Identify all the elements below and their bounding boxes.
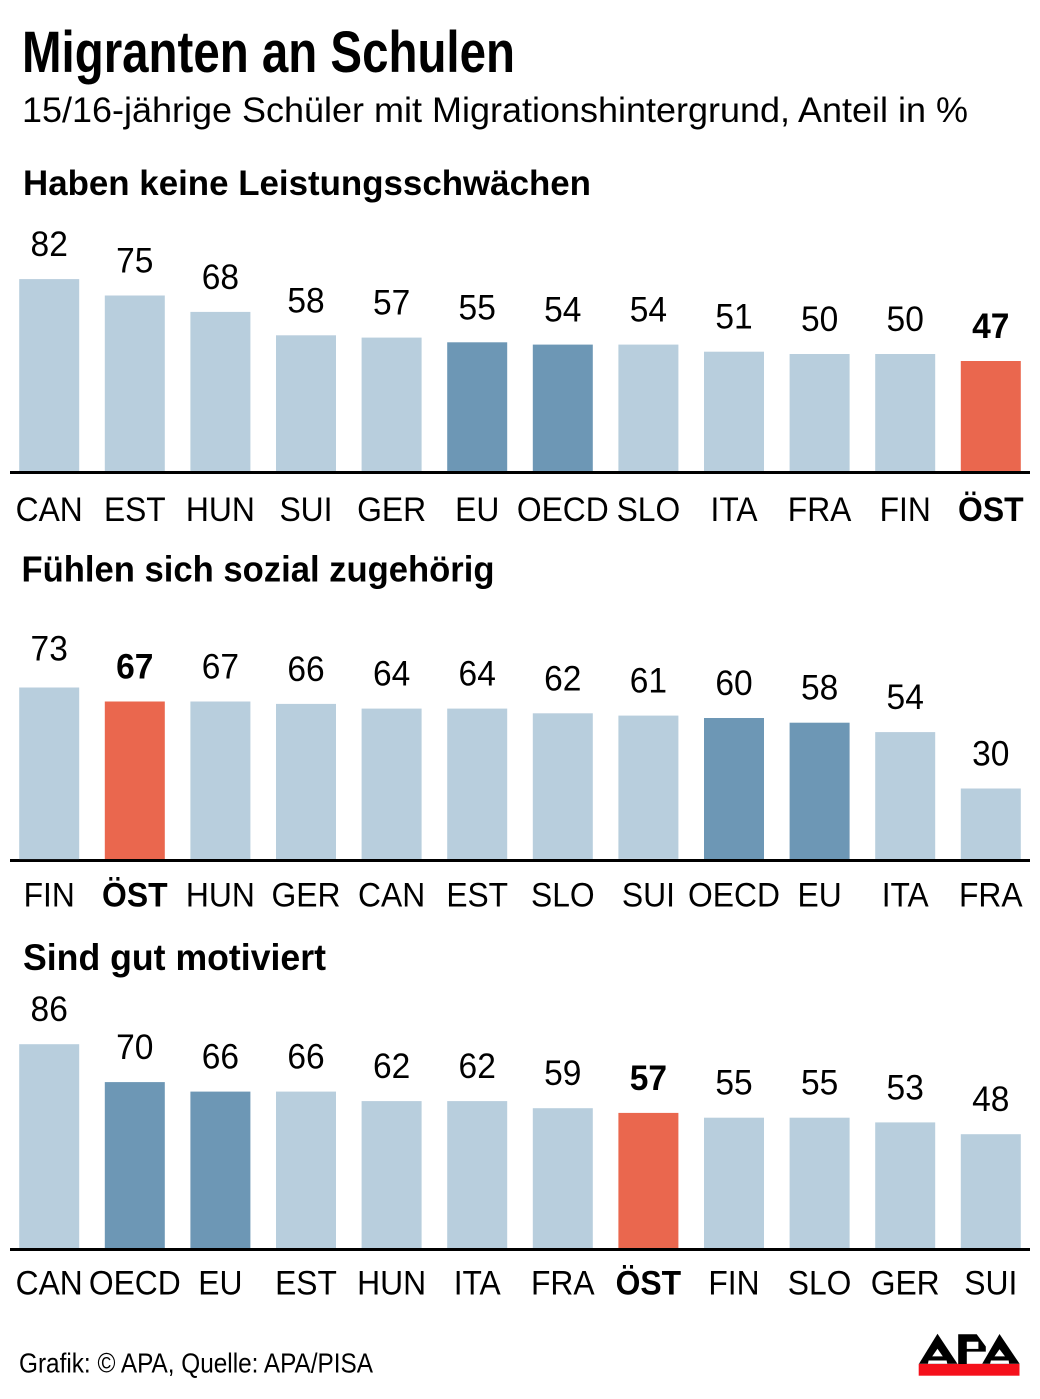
svg-text:EST: EST: [446, 877, 508, 915]
svg-text:EU: EU: [798, 877, 842, 915]
svg-text:EST: EST: [104, 491, 166, 529]
svg-text:CAN: CAN: [16, 1265, 83, 1303]
svg-text:Migranten an Schulen: Migranten an Schulen: [22, 20, 515, 85]
svg-text:ITA: ITA: [711, 491, 758, 529]
svg-text:68: 68: [202, 258, 239, 297]
svg-text:SLO: SLO: [788, 1265, 852, 1303]
svg-text:57: 57: [630, 1059, 667, 1098]
svg-text:SUI: SUI: [964, 1265, 1017, 1303]
svg-text:86: 86: [31, 990, 68, 1029]
svg-text:GER: GER: [871, 1265, 940, 1303]
svg-text:FRA: FRA: [788, 491, 852, 529]
svg-text:EU: EU: [455, 491, 499, 529]
svg-text:SLO: SLO: [531, 877, 595, 915]
svg-text:CAN: CAN: [16, 491, 83, 529]
svg-text:SUI: SUI: [622, 877, 675, 915]
svg-text:75: 75: [116, 242, 153, 281]
svg-text:15/16-jährige Schüler mit Migr: 15/16-jährige Schüler mit Migrationshint…: [22, 91, 968, 130]
svg-text:66: 66: [202, 1038, 239, 1077]
svg-text:60: 60: [715, 664, 752, 703]
svg-text:SUI: SUI: [279, 491, 332, 529]
svg-text:OECD: OECD: [517, 491, 609, 529]
svg-text:82: 82: [31, 225, 68, 264]
svg-text:54: 54: [887, 678, 924, 717]
svg-text:HUN: HUN: [186, 491, 255, 529]
svg-text:FIN: FIN: [24, 877, 75, 915]
svg-text:62: 62: [544, 659, 581, 698]
svg-text:50: 50: [801, 300, 838, 339]
svg-text:57: 57: [373, 284, 410, 323]
svg-text:48: 48: [972, 1080, 1009, 1119]
svg-text:70: 70: [116, 1028, 153, 1067]
svg-text:SLO: SLO: [617, 491, 681, 529]
svg-text:ÖST: ÖST: [958, 491, 1024, 529]
svg-text:54: 54: [630, 291, 667, 330]
svg-text:HUN: HUN: [186, 877, 255, 915]
svg-text:51: 51: [715, 298, 752, 337]
svg-text:Sind gut motiviert: Sind gut motiviert: [23, 937, 326, 978]
svg-text:GER: GER: [357, 491, 426, 529]
svg-text:67: 67: [116, 648, 153, 687]
svg-text:62: 62: [373, 1047, 410, 1086]
svg-text:62: 62: [459, 1047, 496, 1086]
svg-text:64: 64: [459, 655, 496, 694]
svg-text:FIN: FIN: [880, 491, 931, 529]
svg-text:54: 54: [544, 291, 581, 330]
svg-text:ÖST: ÖST: [102, 877, 168, 915]
svg-text:FRA: FRA: [531, 1265, 595, 1303]
svg-text:64: 64: [373, 655, 410, 694]
svg-text:Grafik: © APA, Quelle: APA/PIS: Grafik: © APA, Quelle: APA/PISA: [19, 1348, 373, 1379]
svg-text:55: 55: [715, 1064, 752, 1103]
svg-text:ÖST: ÖST: [616, 1265, 682, 1303]
svg-text:58: 58: [287, 281, 324, 320]
svg-text:67: 67: [202, 648, 239, 687]
svg-text:66: 66: [287, 650, 324, 689]
svg-text:73: 73: [31, 630, 68, 669]
svg-text:Haben keine Leistungsschwächen: Haben keine Leistungsschwächen: [23, 163, 591, 203]
svg-text:47: 47: [972, 307, 1009, 346]
svg-text:Fühlen sich sozial zugehörig: Fühlen sich sozial zugehörig: [22, 548, 495, 589]
svg-text:55: 55: [459, 288, 496, 327]
svg-text:30: 30: [972, 735, 1009, 774]
svg-text:50: 50: [887, 300, 924, 339]
svg-text:GER: GER: [272, 877, 341, 915]
svg-text:55: 55: [801, 1064, 838, 1103]
svg-text:OECD: OECD: [688, 877, 780, 915]
svg-text:FIN: FIN: [708, 1265, 759, 1303]
svg-text:OECD: OECD: [89, 1265, 181, 1303]
svg-text:EST: EST: [275, 1265, 337, 1303]
svg-text:HUN: HUN: [357, 1265, 426, 1303]
svg-text:61: 61: [630, 662, 667, 701]
svg-text:59: 59: [544, 1054, 581, 1093]
svg-text:ITA: ITA: [882, 877, 929, 915]
svg-text:53: 53: [887, 1068, 924, 1107]
svg-text:EU: EU: [198, 1265, 242, 1303]
svg-text:ITA: ITA: [454, 1265, 501, 1303]
svg-text:FRA: FRA: [959, 877, 1023, 915]
svg-text:58: 58: [801, 669, 838, 708]
svg-text:CAN: CAN: [358, 877, 425, 915]
svg-text:66: 66: [287, 1038, 324, 1077]
